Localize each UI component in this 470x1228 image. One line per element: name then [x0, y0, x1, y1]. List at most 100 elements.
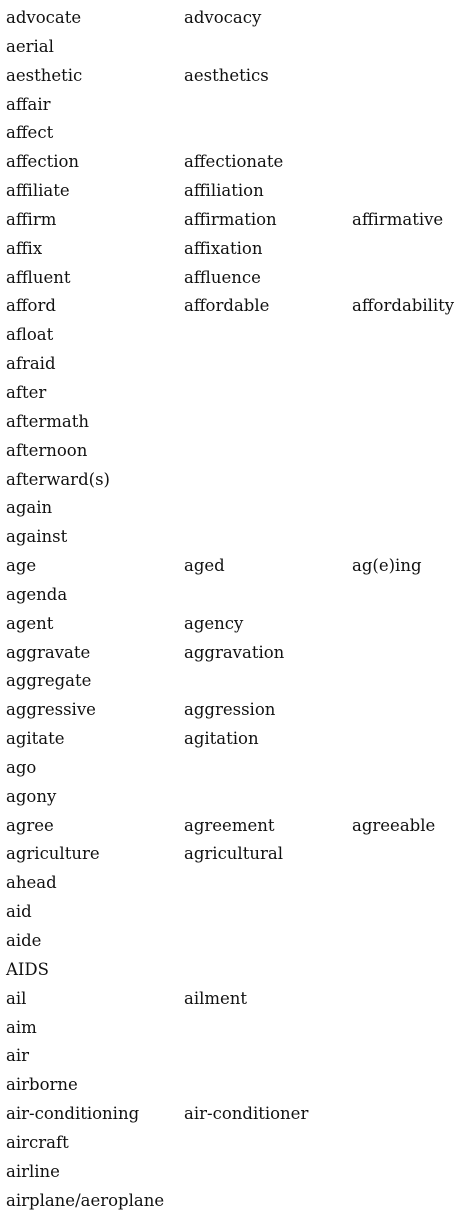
extra-word: affordability	[352, 296, 455, 316]
word-row: affix affixation	[6, 235, 470, 264]
word-row: aesthetic aesthetics	[6, 62, 470, 91]
word-row: afford affordable affordability	[6, 292, 470, 321]
base-word: afford	[6, 296, 56, 316]
base-word: ahead	[6, 873, 57, 893]
word-row: aircraft	[6, 1129, 470, 1158]
base-word: aim	[6, 1017, 37, 1037]
base-word: aggravate	[6, 642, 91, 662]
word-row: affection affectionate	[6, 148, 470, 177]
word-row: afternoon	[6, 437, 470, 466]
word-row: aggressive aggression	[6, 696, 470, 725]
extra-word: ag(e)ing	[352, 556, 422, 576]
base-word: affair	[6, 94, 51, 114]
word-row: after	[6, 379, 470, 408]
word-row: ago	[6, 754, 470, 783]
base-word: aggregate	[6, 671, 92, 691]
word-row: afloat	[6, 321, 470, 350]
base-word: again	[6, 498, 53, 518]
derived-word: affordable	[184, 296, 270, 316]
base-word: affluent	[6, 267, 71, 287]
word-list: advocate advocacy aerial aesthetic aesthetic…	[6, 4, 470, 1215]
base-word: aerial	[6, 36, 54, 56]
word-row: advocate advocacy	[6, 4, 470, 33]
base-word: aftermath	[6, 411, 89, 431]
derived-word: aggravation	[184, 642, 285, 662]
base-word: AIDS	[6, 959, 49, 979]
word-row: aim	[6, 1014, 470, 1043]
base-word: aircraft	[6, 1132, 69, 1152]
word-row: air-conditioning air-conditioner	[6, 1100, 470, 1129]
base-word: airborne	[6, 1075, 78, 1095]
base-word: aide	[6, 931, 42, 950]
word-row: aide	[6, 927, 470, 956]
word-row: agenda	[6, 581, 470, 610]
base-word: agitate	[6, 729, 65, 749]
word-row: against	[6, 523, 470, 552]
base-word: ago	[6, 757, 37, 777]
derived-word: affirmation	[184, 209, 277, 229]
word-row: aid	[6, 898, 470, 927]
derived-word: affixation	[184, 238, 263, 258]
extra-word: agreeable	[352, 815, 436, 835]
word-row: aggravate aggravation	[6, 639, 470, 668]
word-row: affiliate affiliation	[6, 177, 470, 206]
word-row: agitate agitation	[6, 725, 470, 754]
base-word: affiliate	[6, 181, 70, 201]
derived-word: agency	[184, 613, 244, 633]
derived-word: air-conditioner	[184, 1104, 309, 1124]
base-word: affection	[6, 152, 80, 172]
word-row: ail ailment	[6, 985, 470, 1014]
word-row: afraid	[6, 350, 470, 379]
word-row: affair	[6, 91, 470, 120]
base-word: air-conditioning	[6, 1104, 140, 1124]
base-word: against	[6, 527, 68, 547]
base-word: airplane/aeroplane	[6, 1190, 165, 1210]
base-word: airline	[6, 1161, 60, 1181]
derived-word: agreement	[184, 815, 275, 835]
derived-word: agricultural	[184, 844, 283, 864]
word-row: affect	[6, 119, 470, 148]
derived-word: affluence	[184, 267, 261, 287]
derived-word: aesthetics	[184, 65, 269, 85]
derived-word: advocacy	[184, 8, 262, 27]
derived-word: agitation	[184, 729, 259, 749]
word-row: airborne	[6, 1071, 470, 1100]
word-row: agree agreement agreeable	[6, 812, 470, 841]
word-row: AIDS	[6, 956, 470, 985]
derived-word: ailment	[184, 988, 248, 1008]
derived-word: aggression	[184, 700, 276, 720]
base-word: air	[6, 1046, 30, 1066]
word-row: airline	[6, 1158, 470, 1187]
base-word: aesthetic	[6, 65, 83, 85]
word-row: ahead	[6, 869, 470, 898]
base-word: afternoon	[6, 440, 88, 460]
base-word: aggressive	[6, 700, 96, 720]
word-row: aftermath	[6, 408, 470, 437]
base-word: affix	[6, 238, 43, 258]
word-row: agriculture agricultural	[6, 840, 470, 869]
base-word: agriculture	[6, 844, 100, 864]
word-row: airplane/aeroplane	[6, 1187, 470, 1216]
word-row: aggregate	[6, 667, 470, 696]
base-word: affect	[6, 123, 54, 143]
word-row: agony	[6, 783, 470, 812]
word-row: agent agency	[6, 610, 470, 639]
word-row: aerial	[6, 33, 470, 62]
base-word: advocate	[6, 8, 82, 27]
word-row: age aged ag(e)ing	[6, 552, 470, 581]
base-word: agenda	[6, 584, 68, 604]
word-row: again	[6, 494, 470, 523]
base-word: affirm	[6, 209, 57, 229]
base-word: agony	[6, 786, 57, 806]
word-row: afterward(s)	[6, 466, 470, 495]
derived-word: affectionate	[184, 152, 284, 172]
derived-word: aged	[184, 556, 225, 576]
base-word: afraid	[6, 354, 56, 374]
base-word: afterward(s)	[6, 469, 110, 489]
base-word: after	[6, 382, 47, 402]
word-row: air	[6, 1042, 470, 1071]
extra-word: affirmative	[352, 209, 444, 229]
base-word: age	[6, 556, 37, 576]
word-row: affluent affluence	[6, 264, 470, 293]
base-word: ail	[6, 988, 27, 1008]
